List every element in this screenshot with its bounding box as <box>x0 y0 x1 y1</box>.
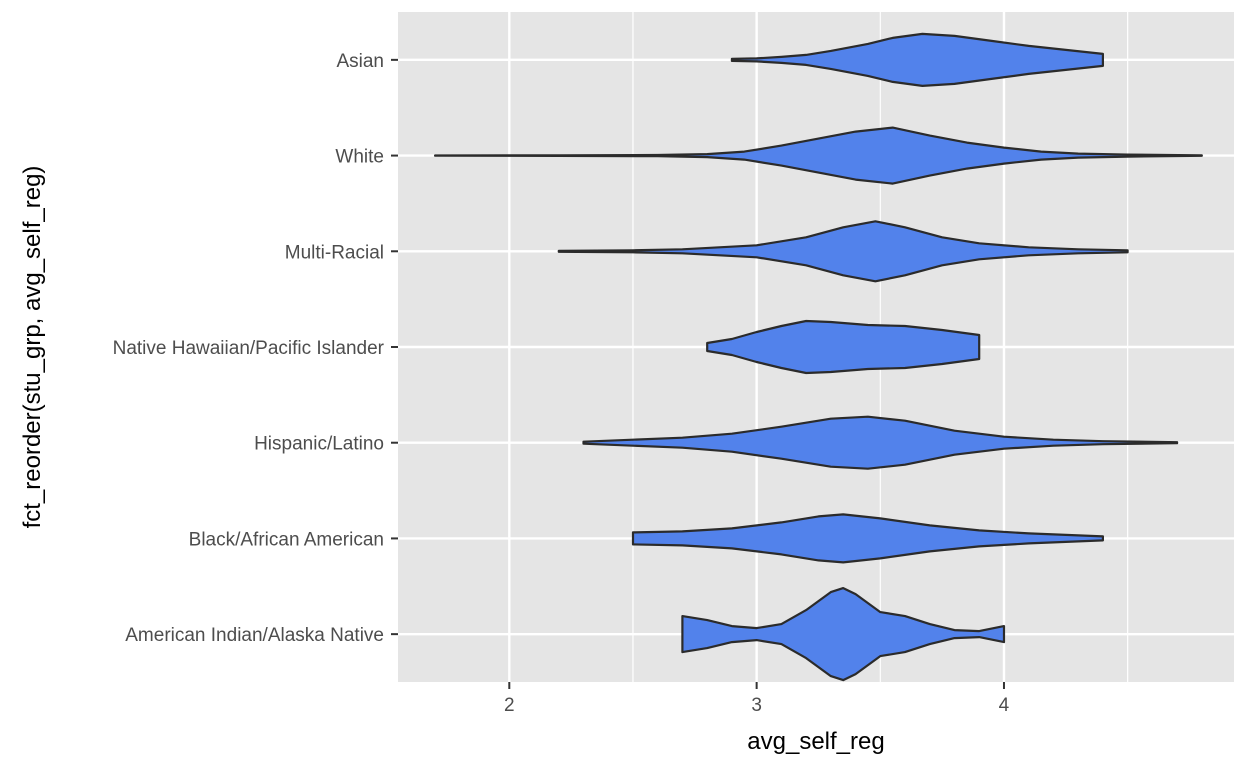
violins <box>434 32 1203 682</box>
violin-black-african-american <box>631 513 1104 564</box>
violin-hispanic-latino <box>582 415 1179 470</box>
y-tick-label: American Indian/Alaska Native <box>125 625 384 646</box>
x-axis-title: avg_self_reg <box>747 728 884 755</box>
violin-multi-racial <box>557 220 1129 283</box>
y-tick-label: Hispanic/Latino <box>254 434 384 455</box>
x-tick-label: 3 <box>751 695 762 716</box>
y-tick-label: Native Hawaiian/Pacific Islander <box>113 338 385 359</box>
violin-american-indian-alaska-native <box>681 587 1006 682</box>
y-tick-label: Asian <box>336 51 384 72</box>
violin-native-hawaiian-pacific-islander <box>706 319 981 375</box>
y-tick-label: White <box>335 147 384 168</box>
x-tick-label: 2 <box>504 695 515 716</box>
y-axis-title: fct_reorder(stu_grp, avg_self_reg) <box>19 166 46 529</box>
y-axis: American Indian/Alaska Native Black/Afric… <box>113 51 398 646</box>
violin-white <box>434 126 1203 185</box>
y-tick-label: Black/African American <box>189 529 384 550</box>
x-axis: 2 3 4 <box>504 682 1010 716</box>
x-tick-label: 4 <box>999 695 1010 716</box>
violin-asian <box>730 32 1104 87</box>
y-tick-label: Multi-Racial <box>285 242 384 263</box>
